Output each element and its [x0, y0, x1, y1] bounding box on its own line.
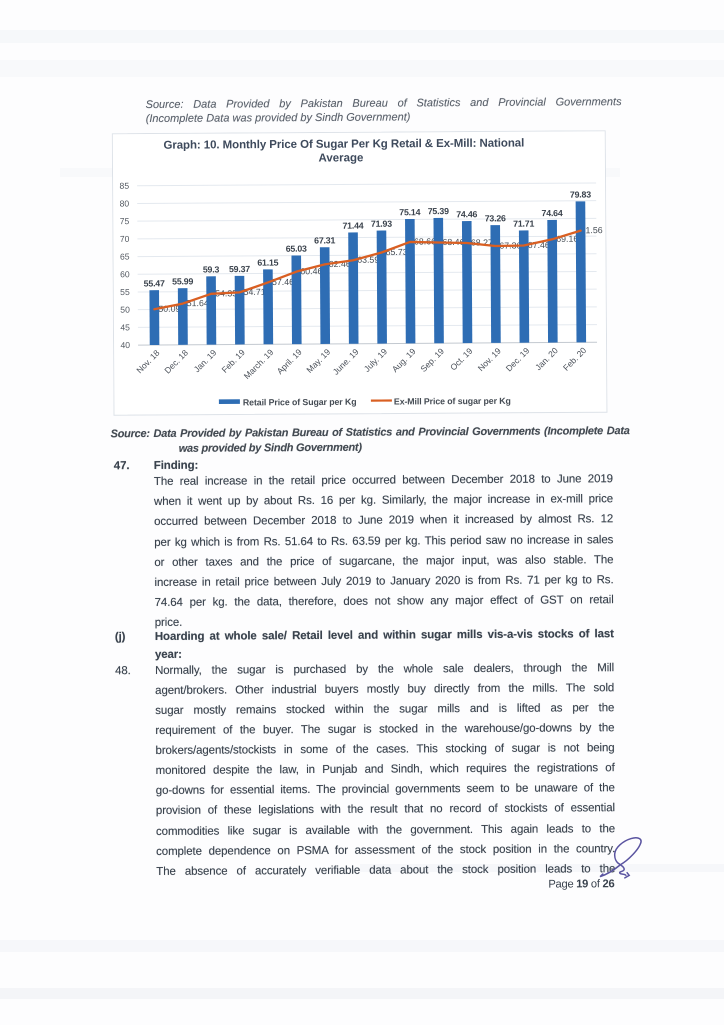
- svg-text:75.39: 75.39: [428, 206, 449, 216]
- svg-text:71.93: 71.93: [371, 219, 392, 229]
- svg-text:59.3: 59.3: [203, 264, 220, 274]
- svg-text:45: 45: [120, 322, 130, 332]
- svg-text:73.26: 73.26: [485, 213, 506, 223]
- svg-text:55: 55: [120, 287, 130, 297]
- svg-text:70: 70: [120, 234, 130, 244]
- svg-text:Ex-Mill Price of sugar per Kg: Ex-Mill Price of sugar per Kg: [394, 396, 511, 407]
- svg-text:65: 65: [120, 252, 130, 262]
- svg-text:54.71: 54.71: [244, 287, 266, 297]
- svg-text:85: 85: [119, 181, 129, 191]
- svg-text:71.44: 71.44: [342, 221, 363, 231]
- svg-text:75: 75: [120, 216, 130, 226]
- svg-text:75.14: 75.14: [399, 207, 420, 217]
- svg-text:71.71: 71.71: [513, 219, 534, 229]
- svg-text:50: 50: [120, 305, 130, 315]
- svg-text:61.15: 61.15: [257, 258, 278, 268]
- svg-text:Average: Average: [318, 152, 363, 164]
- svg-text:65.73: 65.73: [386, 247, 408, 257]
- svg-text:79.83: 79.83: [570, 189, 591, 199]
- svg-text:65.03: 65.03: [286, 244, 307, 254]
- svg-text:Retail Price of Sugar per Kg: Retail Price of Sugar per Kg: [243, 397, 357, 408]
- svg-text:59.37: 59.37: [229, 264, 250, 274]
- svg-text:55.99: 55.99: [172, 276, 193, 286]
- svg-text:60: 60: [120, 269, 130, 279]
- svg-text:55.47: 55.47: [144, 278, 165, 288]
- svg-text:80: 80: [120, 198, 130, 208]
- svg-text:40: 40: [120, 340, 130, 350]
- svg-text:74.46: 74.46: [456, 209, 477, 219]
- svg-text:67.31: 67.31: [314, 235, 335, 245]
- svg-text:Graph: 10. Monthly Price Of Su: Graph: 10. Monthly Price Of Sugar Per Kg…: [163, 138, 524, 152]
- svg-text:74.64: 74.64: [542, 208, 563, 218]
- svg-text:57.46: 57.46: [272, 277, 294, 287]
